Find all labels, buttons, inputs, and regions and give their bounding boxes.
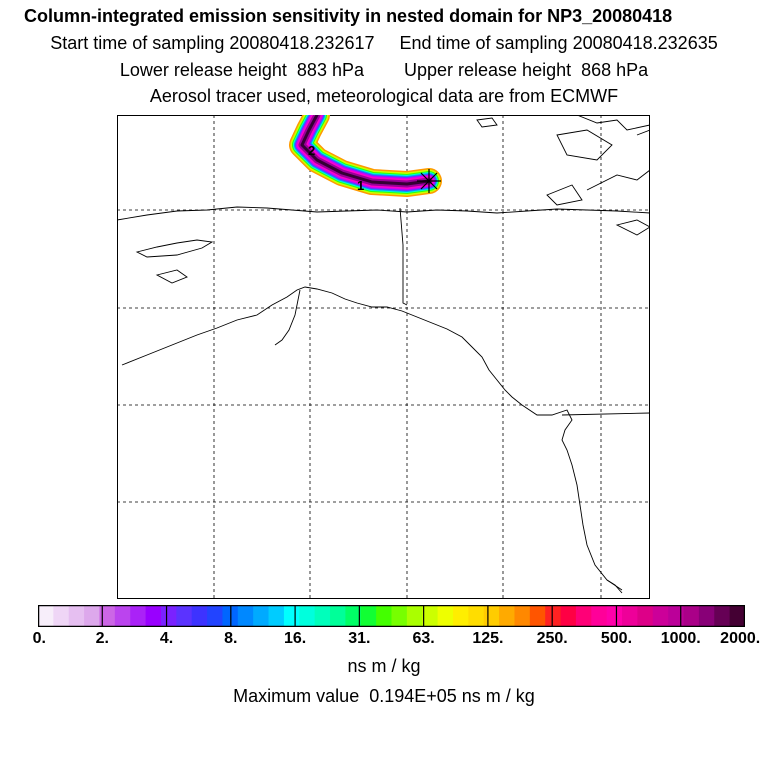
colorbar-segment — [207, 605, 223, 627]
colorbar-segment — [637, 605, 654, 627]
colorbar-tick-label: 2. — [95, 630, 109, 647]
colorbar-segment — [468, 605, 485, 627]
colorbar-tick-label: 8. — [224, 630, 238, 647]
colorbar-segment — [683, 605, 700, 627]
colorbar-segment — [698, 605, 715, 627]
colorbar-segment — [437, 605, 454, 627]
colorbar-segment — [253, 605, 270, 627]
colorbar-segment — [714, 605, 731, 627]
colorbar-segment — [176, 605, 193, 627]
colorbar-segment — [376, 605, 392, 627]
colorbar-segment — [53, 605, 70, 627]
colorbar-segment — [191, 605, 208, 627]
coastlines — [117, 115, 650, 594]
colorbar-unit: ns m / kg — [347, 656, 421, 676]
colorbar-tick-label: 0. — [32, 630, 47, 647]
colorbar-segment — [514, 605, 531, 627]
colorbar-segment — [729, 605, 745, 627]
map-panel: 2 1 — [117, 115, 650, 599]
colorbar-segment — [130, 605, 147, 627]
release-point-asterisk — [417, 169, 441, 193]
colorbar-tick-label: 4. — [159, 630, 174, 647]
sampling-time-line: Start time of sampling 20080418.232617 E… — [50, 33, 718, 53]
colorbar-tick-label: 500. — [600, 630, 633, 647]
maximum-value-text: Maximum value 0.194E+05 ns m / kg — [233, 686, 535, 706]
colorbar-segment — [452, 605, 469, 627]
colorbar-segment — [545, 605, 562, 627]
colorbar-tick-label: 250. — [536, 630, 568, 647]
release-height-line: Lower release height 883 hPa Upper relea… — [119, 60, 649, 80]
colorbar-segment — [84, 605, 100, 627]
colorbar-segment — [499, 605, 515, 627]
colorbar-segment — [68, 605, 85, 627]
colorbar-segment — [606, 605, 623, 627]
colorbar-segment — [422, 605, 439, 627]
colorbar-segment — [652, 605, 669, 627]
colorbar-segment — [529, 605, 546, 627]
colorbar-segment — [575, 605, 592, 627]
colorbar-segment — [330, 605, 346, 627]
colorbar-segment — [391, 605, 408, 627]
colorbar-tick-label: 125. — [472, 630, 504, 647]
plume-marker-1: 1 — [357, 178, 364, 193]
colorbar-tick-label: 1000. — [660, 630, 701, 647]
colorbar-segment — [360, 605, 377, 627]
colorbar-tick-label: 31. — [348, 630, 371, 647]
colorbar-segment — [560, 605, 577, 627]
colorbar-border — [38, 605, 745, 627]
colorbar-segment — [314, 605, 331, 627]
colorbar-tick-label: 16. — [283, 630, 307, 647]
colorbar-tick-label: 63. — [412, 630, 435, 647]
colorbar-segment — [99, 605, 116, 627]
colorbar-segment — [668, 605, 685, 627]
colorbar-segment — [299, 605, 316, 627]
colorbar-segment — [345, 605, 362, 627]
chart-title: Column-integrated emission sensitivity i… — [24, 6, 673, 26]
colorbar-segment — [406, 605, 423, 627]
colorbar-segment — [622, 605, 638, 627]
colorbar-tick-labels: 0. 2. 4. 8. 16. 31. 63. 125. 250. 500. 1000. 2000. — [0, 630, 768, 654]
colorbar-segment — [160, 605, 177, 627]
lat-lon-grid — [117, 115, 650, 599]
tracer-info-line: Aerosol tracer used, meteorological data… — [149, 86, 619, 106]
colorbar — [38, 605, 745, 627]
map-frame — [117, 115, 650, 599]
colorbar-segment — [483, 605, 500, 627]
colorbar-segment — [591, 605, 608, 627]
colorbar-segment — [38, 605, 54, 627]
colorbar-segment — [283, 605, 300, 627]
colorbar-segment — [237, 605, 254, 627]
colorbar-segment — [268, 605, 285, 627]
colorbar-segment — [114, 605, 131, 627]
emission-sensitivity-plume — [289, 115, 442, 197]
colorbar-tick-label: 2000. — [720, 630, 761, 647]
plume-marker-2: 2 — [308, 143, 315, 158]
colorbar-segment — [145, 605, 162, 627]
